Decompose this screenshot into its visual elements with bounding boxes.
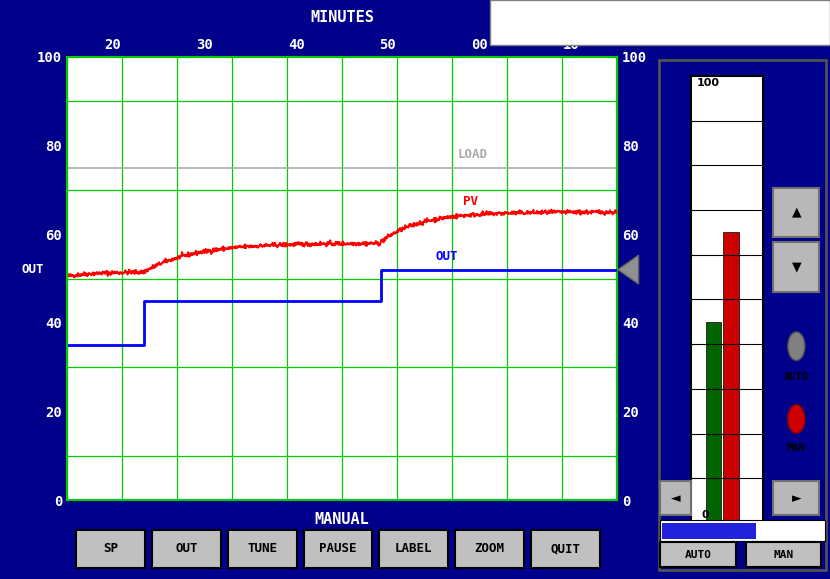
Text: MANUAL: MANUAL [315,512,369,527]
Bar [661,521,824,541]
Text: AUTO: AUTO [685,549,711,560]
Text: LABEL: LABEL [395,543,432,555]
Bar [691,76,763,523]
Text: ZOOM: ZOOM [475,543,505,555]
Text: OUT: OUT [175,543,198,555]
Text: StepDecr: StepDecr [574,16,634,29]
Bar [662,523,756,538]
Text: 0: 0 [701,511,709,521]
Bar [723,232,739,523]
Bar [746,543,821,567]
Bar [774,481,819,515]
Text: ◄: ◄ [671,492,681,505]
Bar [774,242,819,292]
Bar [661,481,691,515]
Text: ▼: ▼ [792,261,801,273]
Text: ▲: ▲ [792,206,801,219]
Text: 100: 100 [696,78,720,89]
Text: MAN: MAN [774,549,793,560]
Text: PV: PV [463,196,478,208]
Text: y-AutoLoad: y-AutoLoad [648,16,723,29]
Text: MINUTES: MINUTES [310,10,374,25]
Ellipse shape [788,405,805,433]
Text: ►: ► [792,492,801,505]
Text: MAN: MAN [787,442,806,453]
Bar [706,322,721,523]
Text: OUT: OUT [22,263,44,276]
Text: StepIncr: StepIncr [497,16,558,29]
Text: PAUSE: PAUSE [320,543,357,555]
Bar [661,543,735,567]
Text: AUTO: AUTO [784,372,809,382]
Ellipse shape [788,332,805,361]
Text: SP: SP [104,543,119,555]
Text: LOAD: LOAD [457,148,487,161]
Text: QUIT: QUIT [550,543,580,555]
Text: OUT: OUT [436,250,458,263]
Text: TUNE: TUNE [247,543,277,555]
Bar [774,188,819,237]
